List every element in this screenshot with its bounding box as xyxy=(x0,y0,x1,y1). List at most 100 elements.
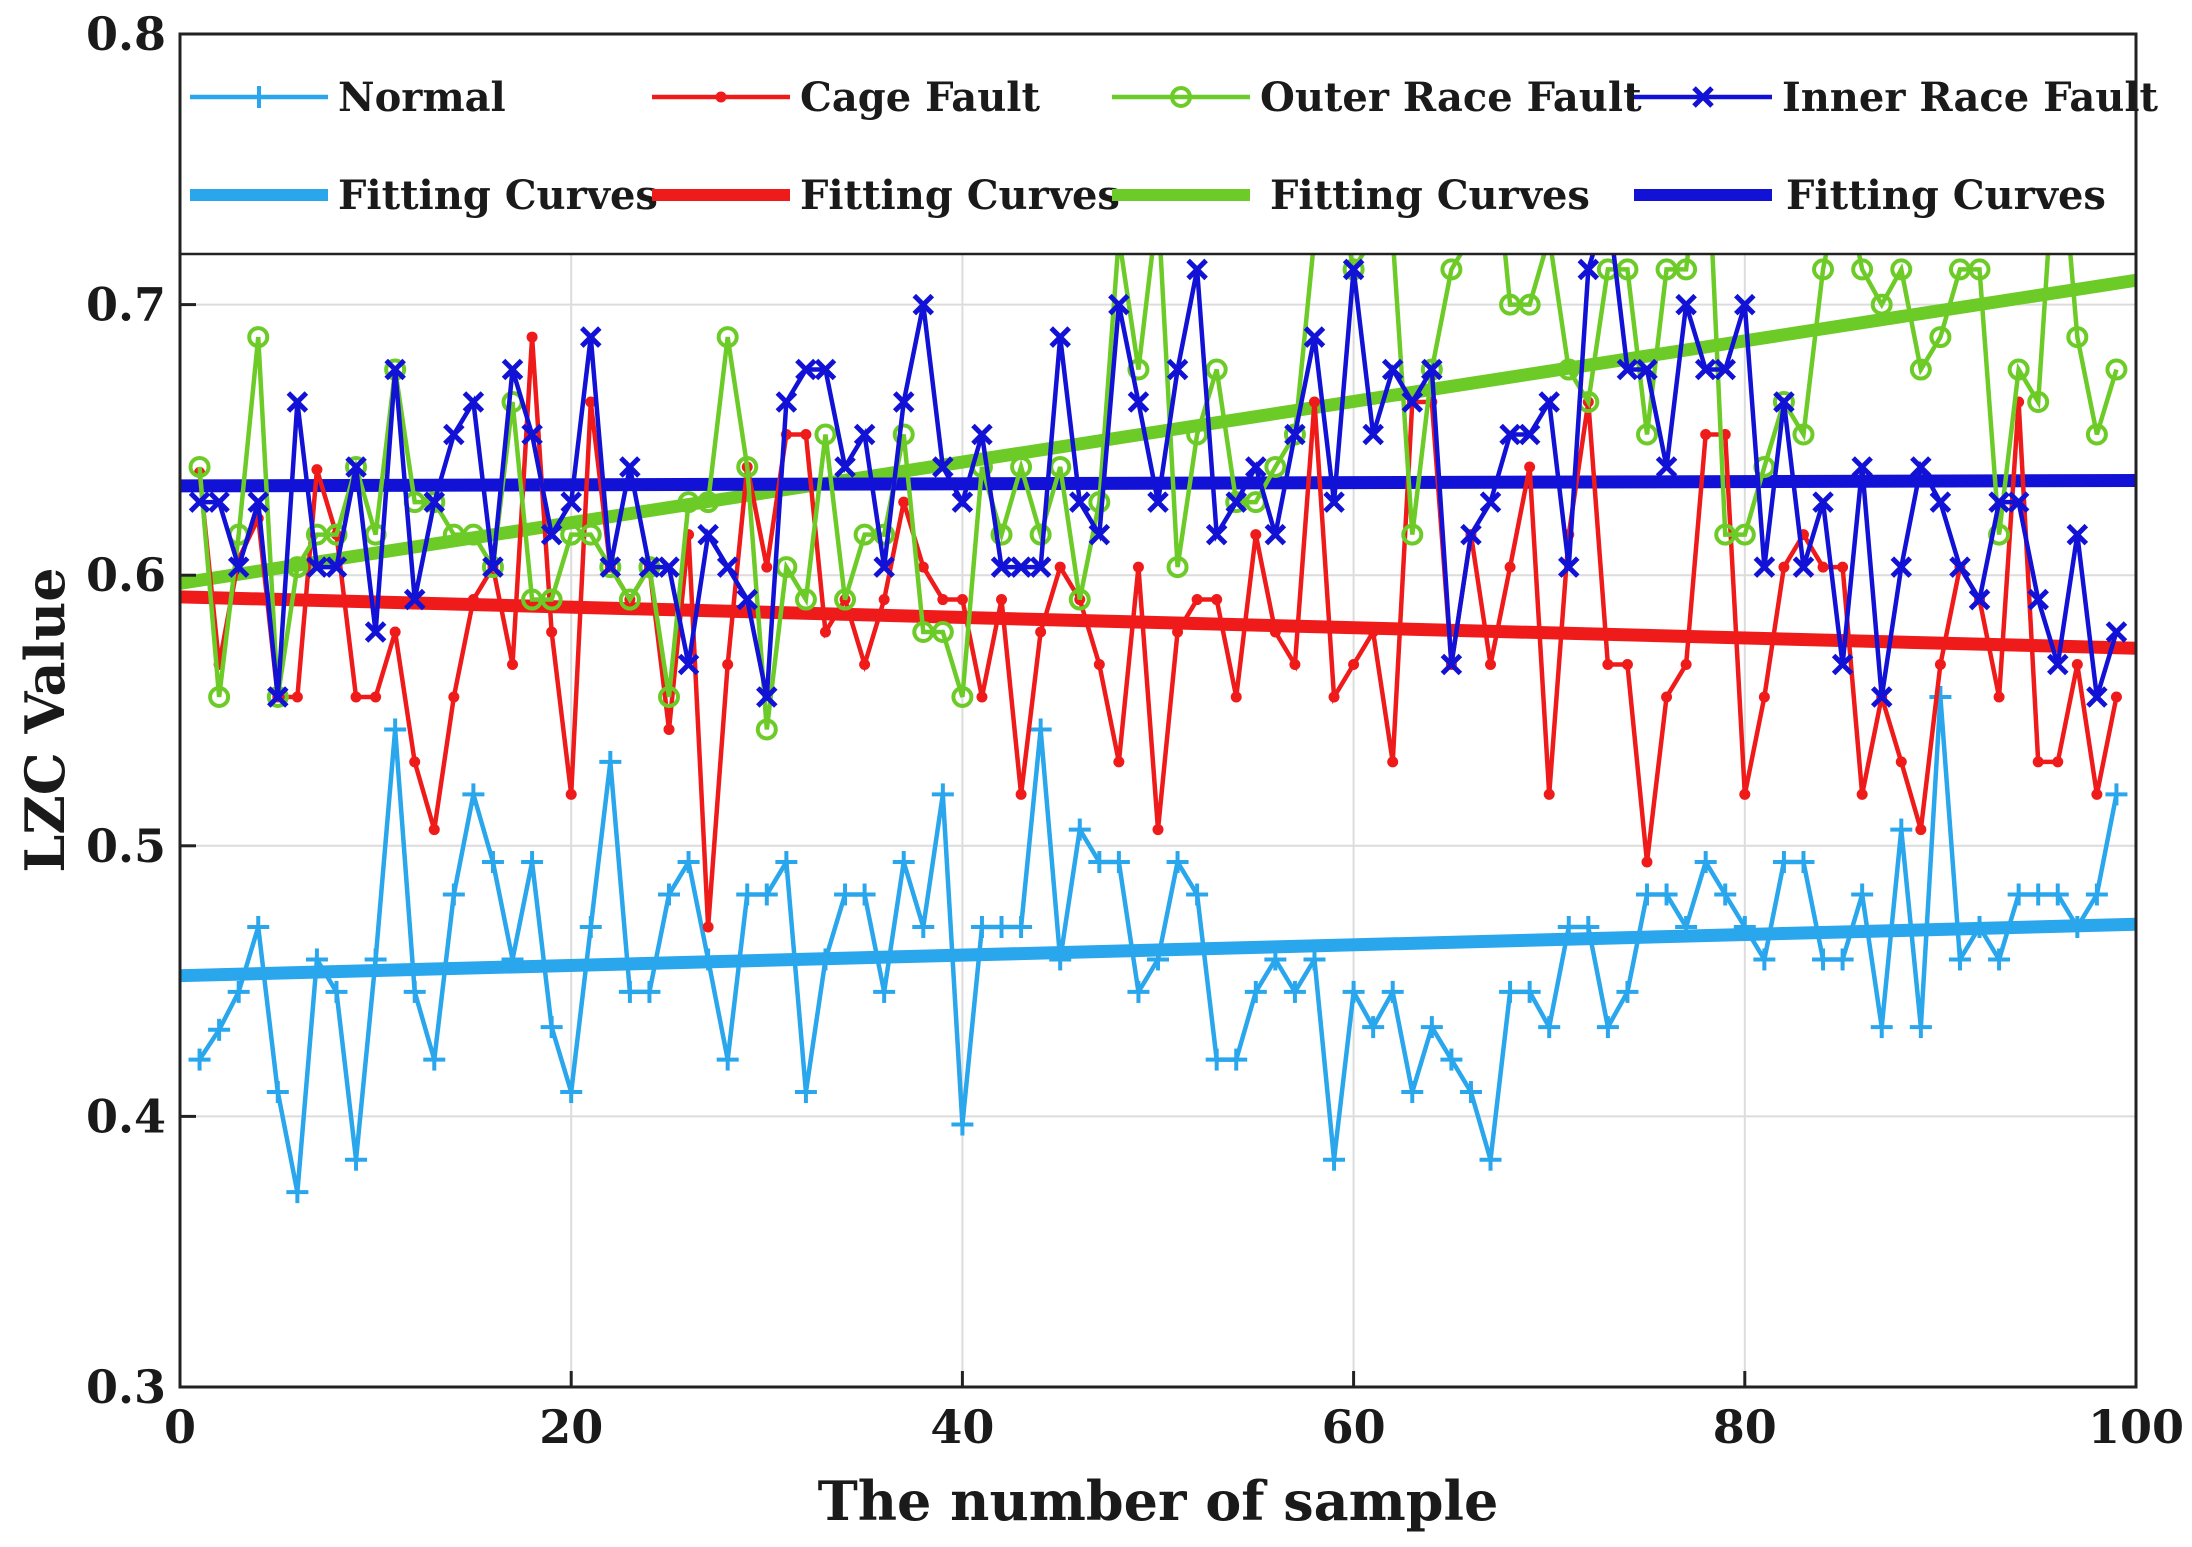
data-point-normal xyxy=(2007,883,2030,906)
data-point-inner-race-fault xyxy=(1381,358,1404,381)
data-point-inner-race-fault xyxy=(1010,556,1032,578)
data-point-normal xyxy=(423,1048,446,1071)
data-point-outer-race-fault xyxy=(990,523,1013,546)
data-point-normal xyxy=(1792,851,1815,874)
data-point-cage-fault xyxy=(1700,428,1712,440)
data-point-outer-race-fault xyxy=(1010,455,1033,478)
data-point-inner-race-fault xyxy=(247,491,270,513)
data-point-normal xyxy=(1225,1048,1248,1071)
data-point-inner-race-fault xyxy=(873,556,895,578)
data-point-inner-race-fault xyxy=(1792,556,1815,578)
data-point-inner-race-fault xyxy=(1284,423,1306,446)
data-point-cage-fault xyxy=(1856,788,1868,800)
legend-label-outer-race-fault: Outer Race Fault xyxy=(1260,74,1642,121)
data-point-outer-race-fault xyxy=(579,523,602,546)
data-point-normal xyxy=(951,1113,974,1136)
data-point-inner-race-fault xyxy=(1773,391,1795,413)
data-point-inner-race-fault xyxy=(384,358,406,381)
data-point-normal xyxy=(990,915,1013,938)
data-point-inner-race-fault xyxy=(1988,491,2010,513)
data-point-inner-race-fault xyxy=(1303,326,1326,348)
data-point-normal xyxy=(442,883,465,906)
data-point-outer-race-fault xyxy=(1616,258,1639,281)
x-tick-label: 60 xyxy=(1322,1400,1386,1454)
data-point-cage-fault xyxy=(1328,691,1340,703)
data-point-inner-race-fault xyxy=(1812,491,1834,513)
data-point-cage-fault xyxy=(409,756,421,768)
data-point-cage-fault xyxy=(1367,626,1379,638)
data-point-inner-race-fault xyxy=(1479,491,1502,513)
data-point-normal xyxy=(1166,851,1189,874)
data-point-cage-fault xyxy=(2071,658,2083,670)
y-tick-label: 0.4 xyxy=(86,1089,166,1143)
data-point-outer-race-fault xyxy=(2105,358,2128,381)
data-point-inner-race-fault xyxy=(1362,423,1384,446)
data-point-inner-race-fault xyxy=(619,456,641,478)
data-point-outer-race-fault xyxy=(1205,358,1228,381)
data-point-normal xyxy=(345,1148,368,1171)
data-point-inner-race-fault xyxy=(1147,491,1169,513)
data-point-cage-fault xyxy=(565,788,577,800)
data-point-inner-race-fault xyxy=(325,556,348,578)
legend-entry-fitting-curves-3: Fitting Curves xyxy=(1112,172,1590,219)
data-point-cage-fault xyxy=(1152,824,1164,836)
data-point-cage-fault xyxy=(1993,691,2005,703)
data-point-normal xyxy=(2066,915,2089,938)
legend-entry-normal: Normal xyxy=(190,74,506,121)
data-point-inner-race-fault xyxy=(1929,491,1952,513)
data-point-cage-fault xyxy=(996,594,1008,606)
data-point-inner-race-fault xyxy=(1890,556,1913,578)
data-point-inner-race-fault xyxy=(795,358,817,381)
data-point-inner-race-fault xyxy=(540,523,563,546)
data-point-cage-fault xyxy=(428,824,440,836)
data-point-cage-fault xyxy=(1132,561,1144,573)
data-point-cage-fault xyxy=(1485,658,1497,670)
data-point-inner-race-fault xyxy=(2046,653,2069,676)
data-point-inner-race-fault xyxy=(345,456,367,478)
data-point-normal xyxy=(1362,1016,1385,1039)
legend-marker-outer-race-fault xyxy=(1170,86,1192,108)
data-point-inner-race-fault xyxy=(775,391,798,413)
data-point-cage-fault xyxy=(898,496,910,508)
data-point-cage-fault xyxy=(976,691,988,703)
data-point-normal xyxy=(1557,915,1580,938)
data-point-inner-race-fault xyxy=(990,556,1013,578)
data-point-cage-fault xyxy=(370,691,382,703)
data-point-cage-fault xyxy=(1778,561,1790,573)
legend-entry-fitting-curves-4: Fitting Curves xyxy=(1634,172,2106,219)
legend-entry-inner-race-fault: Inner Race Fault xyxy=(1634,74,2159,121)
data-point-normal xyxy=(403,980,426,1003)
series-normal xyxy=(188,685,2128,1204)
data-point-normal xyxy=(1733,915,1756,938)
data-point-outer-race-fault xyxy=(1909,358,1932,381)
data-point-cage-fault xyxy=(1758,691,1770,703)
data-point-inner-race-fault xyxy=(716,556,739,578)
x-tick-label: 40 xyxy=(930,1400,994,1454)
data-point-normal xyxy=(384,718,407,741)
data-point-outer-race-fault xyxy=(2027,391,2050,414)
data-point-inner-race-fault xyxy=(1499,423,1521,446)
data-point-inner-race-fault xyxy=(912,293,935,316)
data-point-normal xyxy=(1772,851,1795,874)
y-axis-title: LZC Value xyxy=(13,567,77,872)
data-point-outer-race-fault xyxy=(1186,423,1209,446)
data-point-normal xyxy=(1890,818,1913,841)
data-point-inner-race-fault xyxy=(1968,588,1991,611)
data-point-outer-race-fault xyxy=(1401,523,1424,546)
data-point-normal xyxy=(775,851,798,874)
data-point-normal xyxy=(1948,948,1971,971)
data-point-normal xyxy=(1127,980,1150,1003)
data-point-inner-race-fault xyxy=(1910,456,1932,478)
data-point-normal xyxy=(1068,818,1091,841)
data-point-cage-fault xyxy=(1915,824,1927,836)
x-tick-label: 100 xyxy=(2088,1400,2184,1454)
data-point-inner-race-fault xyxy=(638,556,661,578)
data-point-normal xyxy=(892,851,915,874)
data-point-normal xyxy=(1596,1016,1619,1039)
data-point-inner-race-fault xyxy=(1616,358,1639,381)
data-point-outer-race-fault xyxy=(1929,326,1952,349)
data-point-normal xyxy=(1812,948,1835,971)
data-point-cage-fault xyxy=(1504,561,1516,573)
data-point-normal xyxy=(286,1181,309,1204)
data-point-inner-race-fault xyxy=(1068,491,1091,513)
